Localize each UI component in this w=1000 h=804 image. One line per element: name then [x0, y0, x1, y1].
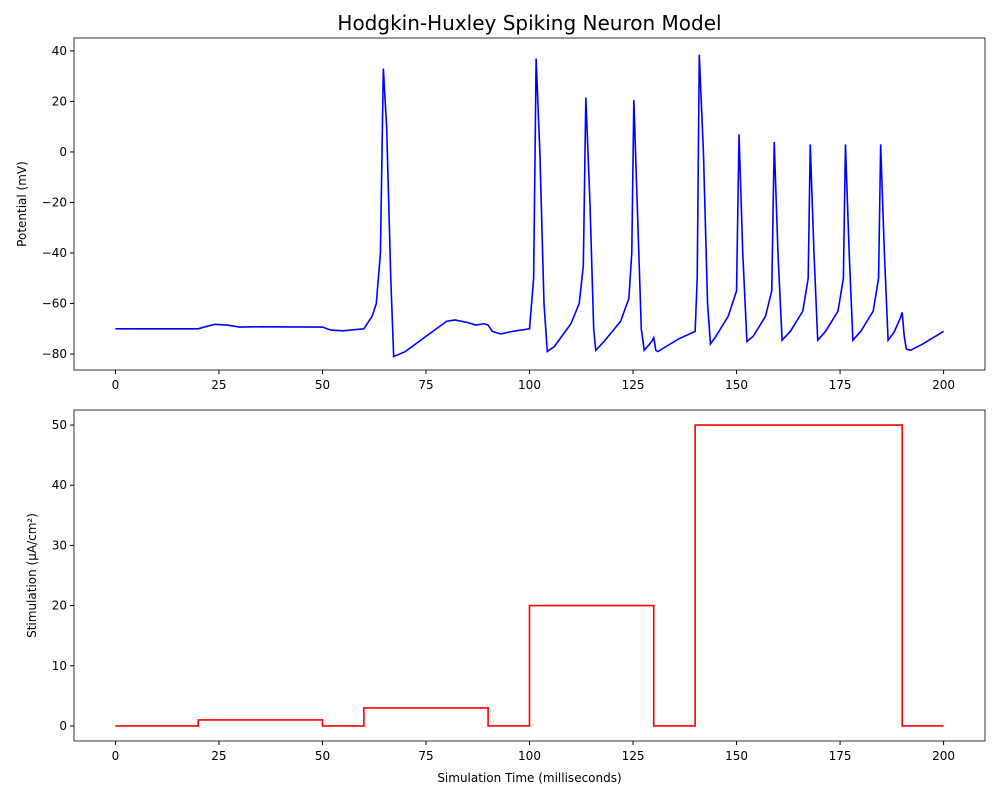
y-tick-label: 40: [52, 478, 67, 492]
y-tick-label: 20: [52, 94, 67, 108]
x-tick-label: 175: [829, 749, 852, 763]
y-tick-label: 0: [59, 719, 67, 733]
x-tick-label: 50: [315, 749, 330, 763]
x-tick-label: 200: [932, 378, 955, 392]
y-axis-label: Stimulation (µA/cm²): [25, 513, 39, 638]
y-axis-label: Potential (mV): [15, 161, 29, 247]
y-tick-label: 30: [52, 538, 67, 552]
x-tick-label: 125: [622, 378, 645, 392]
x-tick-label: 150: [725, 378, 748, 392]
x-tick-label: 0: [112, 378, 120, 392]
x-tick-label: 25: [211, 378, 226, 392]
y-tick-label: 40: [52, 44, 67, 58]
y-tick-label: −20: [42, 195, 67, 209]
y-tick-label: −80: [42, 347, 67, 361]
x-tick-label: 100: [518, 749, 541, 763]
x-tick-label: 0: [112, 749, 120, 763]
x-tick-label: 100: [518, 378, 541, 392]
x-tick-label: 75: [418, 378, 433, 392]
line: [115, 54, 945, 358]
x-tick-label: 150: [725, 749, 748, 763]
y-tick-label: 20: [52, 599, 67, 613]
y-tick-label: 10: [52, 659, 67, 673]
x-axis-label: Simulation Time (milliseconds): [437, 771, 621, 785]
line: [115, 424, 944, 727]
chart-title: Hodgkin-Huxley Spiking Neuron Model: [337, 11, 721, 35]
x-tick-label: 50: [315, 378, 330, 392]
y-tick-label: −40: [42, 246, 67, 260]
x-tick-label: 175: [829, 378, 852, 392]
x-tick-label: 125: [622, 749, 645, 763]
x-tick-label: 75: [418, 749, 433, 763]
x-tick-label: 25: [211, 749, 226, 763]
y-tick-label: 0: [59, 145, 67, 159]
x-tick-label: 200: [932, 749, 955, 763]
y-tick-label: −60: [42, 297, 67, 311]
y-tick-label: 50: [52, 418, 67, 432]
